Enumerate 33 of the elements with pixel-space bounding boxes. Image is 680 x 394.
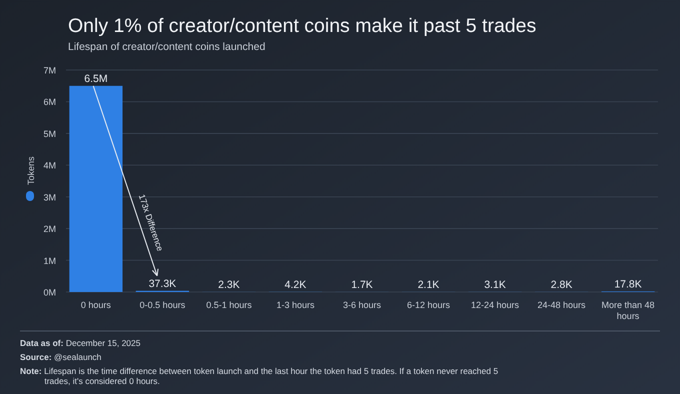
x-tick-label: 6-12 hours: [407, 300, 451, 310]
data-label: 1.7K: [351, 278, 373, 291]
y-tick-label: 0M: [43, 288, 56, 298]
data-label: 37.3K: [148, 278, 176, 290]
y-tick-label: 6M: [43, 97, 56, 108]
y-tick-label: 7M: [43, 66, 56, 76]
bar: [69, 86, 123, 292]
x-tick-label: 0-0.5 hours: [140, 300, 186, 310]
data-label: 3.1K: [484, 278, 506, 291]
text: Tokens: [26, 156, 36, 185]
text: Note: Lifespan is the time difference between token launch and the last hour the token had 5 trades. If a token never reached 5 trades, it's considered 0 hours.: [20, 366, 498, 386]
text: Data as of: December 15, 2025: [20, 338, 141, 348]
y-tick-label: 3M: [43, 192, 56, 202]
source-note: Source: @sealaunch: [20, 352, 102, 362]
x-tick-label: 1-3 hours: [276, 300, 315, 310]
x-tick-label: 24-48 hours: [538, 300, 586, 310]
chart-subtitle: Lifespan of creator/content coins launched: [68, 41, 266, 53]
data-label: 2.8K: [550, 278, 572, 291]
x-tick-label: 0.5-1 hours: [206, 300, 252, 310]
chart-title: Only 1% of creator/content coins make it past 5 trades: [68, 15, 536, 37]
y-tick-label: 4M: [43, 160, 56, 171]
data-label: 2.3K: [218, 278, 240, 291]
data-label: 17.8K: [614, 278, 642, 290]
data-label: 4.2K: [284, 278, 306, 291]
y-tick-label: 1M: [43, 256, 56, 266]
y-tick-label: 5M: [43, 128, 56, 139]
x-tick-label: 0 hours: [80, 300, 112, 310]
data-label: 6.5M: [84, 72, 108, 85]
x-tick-label: 3-6 hours: [342, 300, 382, 310]
data-label: 2.1K: [418, 278, 440, 291]
x-tick-label: 12-24 hours: [471, 300, 520, 310]
x-tick-label: More than 48 hours: [602, 300, 655, 321]
y-tick-label: 2M: [43, 224, 56, 234]
